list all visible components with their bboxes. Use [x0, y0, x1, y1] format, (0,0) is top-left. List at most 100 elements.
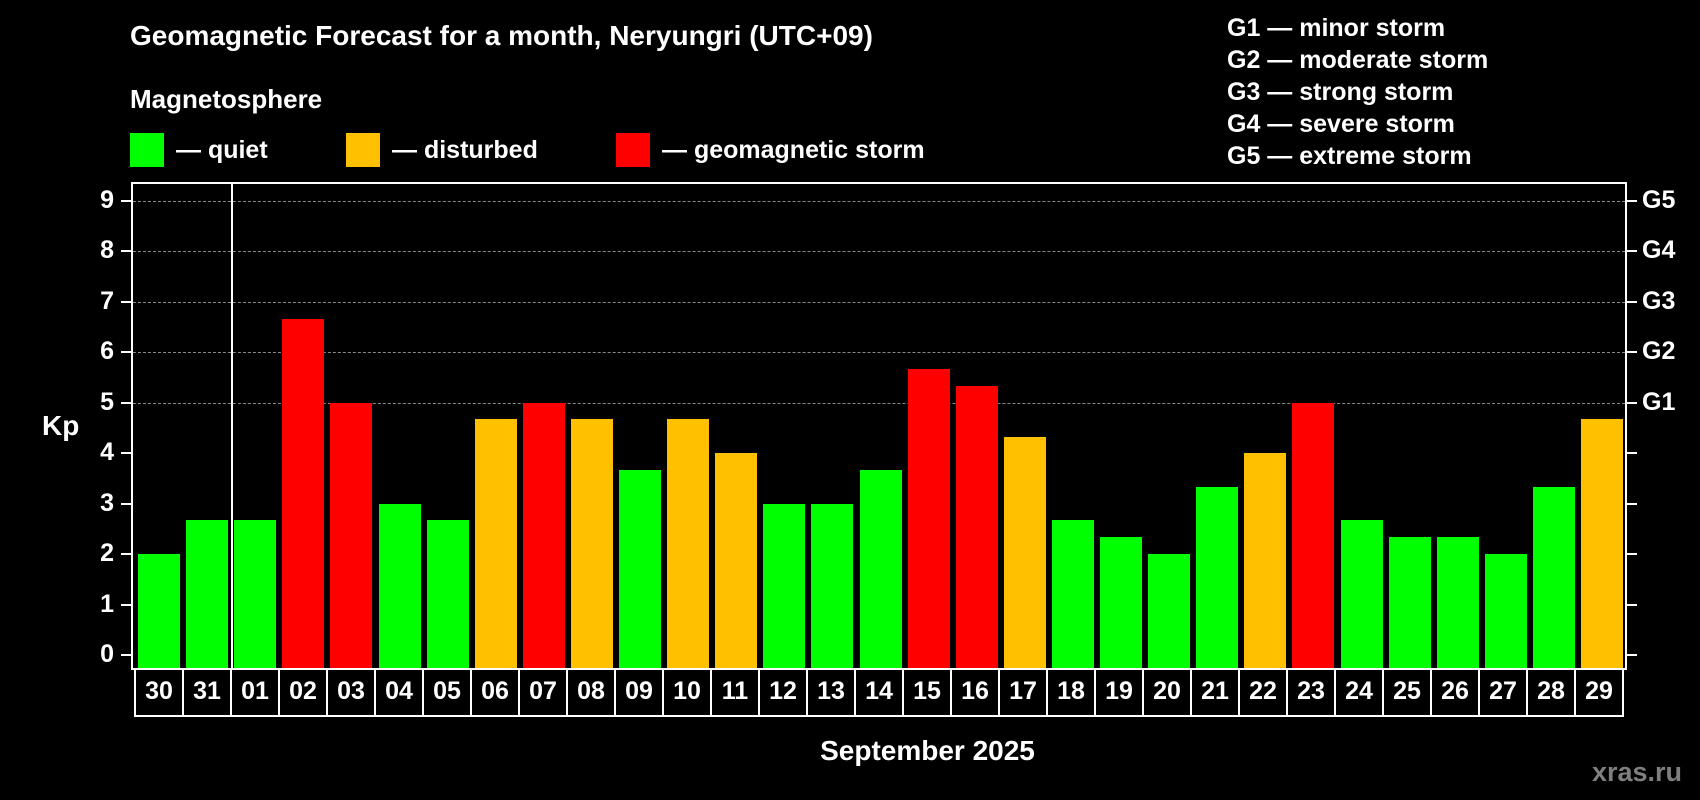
kp-bar-12	[763, 503, 806, 668]
date-label: 18	[1048, 668, 1096, 715]
y-tick	[121, 553, 131, 556]
y-tick-label: 8	[100, 236, 114, 265]
date-label: 17	[1000, 668, 1048, 715]
kp-bar-28	[1532, 487, 1575, 668]
date-label: 11	[712, 668, 760, 715]
kp-bar-27	[1484, 554, 1527, 668]
gridline	[133, 402, 1625, 404]
gridline	[133, 301, 1625, 303]
date-label: 21	[1192, 668, 1240, 715]
kp-bar-23	[1292, 402, 1335, 668]
gridline	[133, 352, 1625, 354]
date-label: 07	[520, 668, 568, 715]
kp-bar-19	[1100, 537, 1142, 668]
y-tick-right	[1627, 351, 1637, 354]
g-level-label: G3	[1642, 286, 1676, 315]
date-label: 12	[760, 668, 808, 715]
kp-bar-03	[330, 402, 373, 668]
y-tick-label: 2	[100, 539, 114, 568]
y-tick-right	[1627, 250, 1637, 253]
date-label: 16	[952, 668, 1000, 715]
kp-bar-31	[186, 520, 229, 668]
date-label: 01	[232, 668, 280, 715]
disturbed-swatch-icon	[346, 133, 380, 167]
gridline	[133, 201, 1625, 203]
kp-bar-25	[1388, 537, 1431, 668]
kp-bar-21	[1196, 487, 1239, 668]
kp-bar-06	[474, 419, 517, 668]
kp-bar-10	[667, 419, 710, 668]
watermark: xras.ru	[1591, 757, 1682, 787]
date-label: 31	[184, 668, 232, 715]
kp-bar-26	[1436, 537, 1479, 668]
date-label: 29	[1585, 677, 1613, 705]
g-level-label: G4	[1642, 236, 1676, 265]
kp-bar-17	[1003, 436, 1046, 668]
kp-bar-15	[907, 369, 950, 668]
y-tick	[121, 351, 131, 354]
kp-bar-08	[570, 419, 613, 668]
legend-storm: — geomagnetic storm	[616, 133, 925, 167]
kp-bar-22	[1244, 453, 1287, 668]
date-label: 23	[1288, 668, 1336, 715]
kp-bar-09	[619, 469, 661, 668]
date-label: 20	[1144, 668, 1192, 715]
y-tick	[121, 603, 131, 606]
date-label: 14	[856, 668, 904, 715]
storm-swatch-icon	[616, 133, 650, 167]
date-label: 09	[616, 668, 664, 715]
gridline	[133, 251, 1625, 253]
date-label: 30	[136, 668, 184, 715]
g-scale-item: G3 — strong storm	[1227, 78, 1454, 106]
legend-quiet: — quiet	[130, 133, 268, 167]
y-tick-right	[1627, 654, 1637, 656]
y-tick	[121, 200, 131, 203]
y-tick-right	[1627, 401, 1637, 404]
month-divider	[231, 184, 233, 668]
date-label: 10	[664, 668, 712, 715]
date-label: 25	[1384, 668, 1432, 715]
y-tick	[121, 401, 131, 404]
x-axis-dates: 30 31 01 02 03 04 05 06 07 08 09 10 11 12 13 14 15 16 17 18…	[134, 668, 1624, 717]
date-label: 24	[1336, 668, 1384, 715]
legend-label: — disturbed	[392, 135, 538, 164]
kp-bar-14	[859, 469, 902, 668]
date-label: 28	[1528, 668, 1576, 715]
g-scale-item: G2 — moderate storm	[1227, 46, 1489, 74]
g-scale-legend: G1 — minor storm G2 — moderate storm G3 …	[1227, 12, 1488, 172]
y-tick	[121, 502, 131, 505]
g-level-label: G2	[1642, 337, 1676, 366]
y-tick-label: 6	[100, 337, 114, 366]
g-scale-item: G1 — minor storm	[1227, 14, 1446, 42]
y-tick-label: 1	[100, 589, 114, 618]
date-label: 04	[376, 668, 424, 715]
kp-bar-01	[234, 520, 277, 668]
y-tick	[121, 452, 131, 455]
g-scale-item: G4 — severe storm	[1227, 110, 1455, 138]
y-tick	[121, 654, 131, 656]
kp-bar-04	[378, 503, 421, 668]
plot-area	[131, 182, 1627, 670]
kp-bar-29	[1581, 419, 1623, 668]
y-tick-right	[1627, 452, 1637, 455]
date-label: 13	[808, 668, 856, 715]
kp-bar-18	[1051, 520, 1094, 668]
y-tick-label: 4	[100, 438, 114, 467]
y-tick-label: 5	[100, 387, 114, 416]
y-tick	[121, 300, 131, 303]
g-scale-item: G5 — extreme storm	[1227, 142, 1472, 170]
y-tick-label: 3	[100, 488, 114, 517]
legend-disturbed: — disturbed	[346, 133, 538, 167]
kp-bar-16	[955, 386, 998, 668]
y-axis-title: Kp	[42, 410, 80, 441]
g-level-label: G1	[1642, 387, 1676, 416]
kp-bar-11	[715, 453, 758, 668]
kp-bar-07	[522, 402, 565, 668]
x-axis-title: September 2025	[820, 735, 1035, 766]
kp-bar-24	[1340, 520, 1383, 668]
y-tick-label: 0	[100, 640, 114, 668]
kp-bar-30	[138, 554, 180, 668]
y-tick-right	[1627, 502, 1637, 505]
date-label: 06	[472, 668, 520, 715]
date-label: 22	[1240, 668, 1288, 715]
